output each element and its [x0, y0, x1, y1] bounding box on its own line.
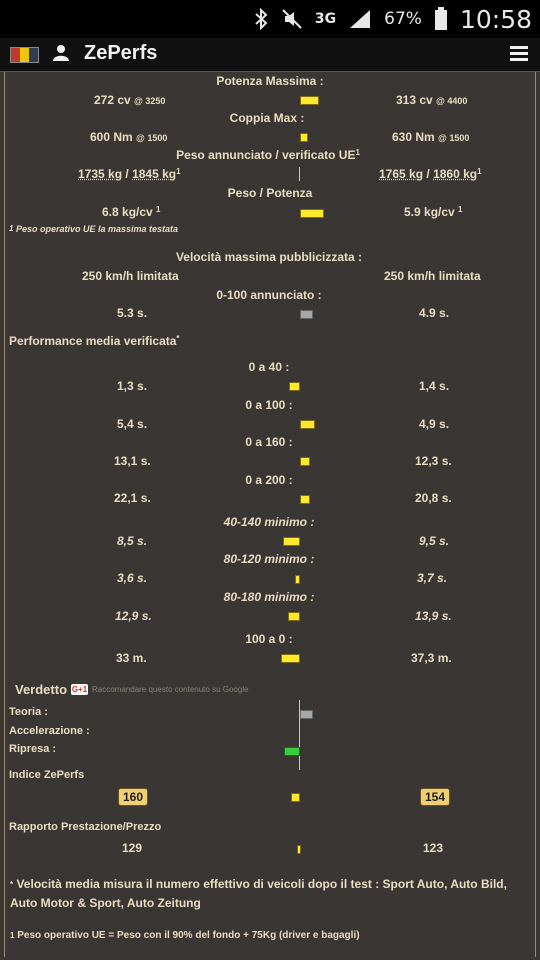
value-right: 123 [423, 841, 444, 855]
accel-claimed-bar [300, 310, 313, 319]
accel-claimed-right: 4.9 s. [419, 306, 450, 320]
perf-row-left: 1,3 s. [117, 379, 148, 393]
menu-icon[interactable] [510, 46, 528, 62]
weight-note: 1 Peso operativo UE la massima testata [9, 224, 179, 234]
perf-row-label: 0 a 40 : [248, 360, 290, 374]
ratio-label: Peso / Potenza [227, 186, 313, 200]
battery-icon [434, 7, 447, 30]
perf-row-left: 33 m. [116, 651, 147, 665]
index-left-badge: 160 [118, 788, 149, 806]
perf-row-right: 20,8 s. [415, 491, 452, 505]
power-right: 313 cv @ 4400 [396, 93, 468, 107]
accel-claimed-left: 5.3 s. [117, 306, 148, 320]
index-right-badge: 154 [420, 788, 451, 806]
perf-row-left: 12,9 s. [115, 609, 152, 623]
weight-label: Peso annunciato / verificato UE1 [176, 148, 360, 162]
user-icon[interactable] [52, 44, 70, 62]
vmax-label: Velocità massima pubblicizzata : [175, 250, 363, 264]
language-flags-icon[interactable] [10, 47, 39, 63]
ratio-bar [300, 209, 324, 218]
perf-row-label: 0 a 100 : [245, 398, 293, 412]
ratio-left: 6.8 kg/cv 1 [102, 205, 161, 219]
footnote-one: 1 Peso operativo UE = Peso con il 90% de… [10, 930, 360, 941]
power-left: 272 cv @ 3250 [94, 93, 166, 107]
verdict-acceleration-label: Accelerazione : [9, 725, 90, 737]
value-title: Rapporto Prestazione/Prezzo [9, 821, 162, 833]
perf-row-bar [300, 457, 310, 466]
perf-row-right: 1,4 s. [419, 379, 450, 393]
perf-row-right: 4,9 s. [419, 417, 450, 431]
battery-percent: 67% [384, 9, 422, 29]
bluetooth-icon [255, 8, 268, 30]
perf-row-left: 8,5 s. [117, 534, 148, 548]
perf-row-label: 80-180 minimo : [223, 590, 315, 604]
content-frame [4, 72, 536, 957]
perf-row-bar [289, 382, 300, 391]
power-bar [300, 96, 319, 105]
perf-row-bar [295, 575, 300, 584]
perf-row-bar [281, 654, 300, 663]
perf-row-bar [283, 537, 300, 546]
verdict-title: Verdetto [15, 682, 68, 697]
vmax-right: 250 km/h limitata [384, 269, 481, 283]
google-plus-button[interactable]: G+1 [71, 684, 88, 695]
google-plus-hint: Raccomandare questo contenuto su Google [92, 685, 249, 694]
torque-label: Coppia Max : [229, 111, 305, 125]
verdict-pickup-label: Ripresa : [9, 743, 57, 755]
perf-row-label: 40-140 minimo : [223, 515, 315, 529]
perf-row-left: 22,1 s. [114, 491, 151, 505]
network-type: 3G [314, 11, 337, 27]
ratio-right: 5.9 kg/cv 1 [404, 205, 463, 219]
weight-left: 1735 kg / 1845 kg1 [78, 167, 181, 181]
verdict-pickup-bar [284, 747, 300, 756]
perf-row-bar [300, 495, 310, 504]
perf-row-bar [288, 612, 300, 621]
center-axis [299, 700, 300, 770]
mute-icon [282, 9, 302, 29]
perf-row-label: 100 a 0 : [245, 632, 293, 646]
verdict-theory-label: Teoria : [9, 706, 48, 718]
torque-bar [300, 133, 308, 142]
accel-claimed-label: 0-100 annunciato : [216, 288, 322, 302]
perf-row-label: 0 a 160 : [245, 435, 293, 449]
perf-row-left: 13,1 s. [114, 454, 151, 468]
power-label: Potenza Massima : [216, 74, 324, 88]
perf-row-label: 0 a 200 : [245, 473, 293, 487]
perf-row-right: 13,9 s. [415, 609, 452, 623]
footnote-star: * Velocità media misura il numero effett… [10, 877, 507, 910]
vmax-left: 250 km/h limitata [82, 269, 179, 283]
comparison-content: Potenza Massima : 272 cv @ 3250 313 cv @… [0, 72, 540, 960]
index-title: Indice ZePerfs [9, 769, 85, 781]
torque-right: 630 Nm @ 1500 [392, 130, 470, 144]
verdict-theory-bar [300, 710, 313, 719]
torque-left: 600 Nm @ 1500 [90, 130, 168, 144]
app-title: ZePerfs [84, 42, 158, 64]
clock: 10:58 [459, 4, 532, 34]
performance-title: Performance media verificata* [9, 334, 180, 348]
perf-row-left: 5,4 s. [117, 417, 148, 431]
signal-icon [350, 10, 371, 28]
perf-row-label: 80-120 minimo : [223, 552, 315, 566]
perf-row-left: 3,6 s. [117, 571, 148, 585]
perf-row-right: 3,7 s. [417, 571, 448, 585]
value-left: 129 [122, 841, 143, 855]
weight-right: 1765 kg / 1860 kg1 [379, 167, 482, 181]
perf-row-right: 37,3 m. [411, 651, 452, 665]
perf-row-right: 9,5 s. [419, 534, 450, 548]
status-bar: 3G 67% 10:58 [0, 0, 540, 38]
perf-row-bar [300, 420, 315, 429]
app-bar: ZePerfs [0, 38, 540, 72]
perf-row-right: 12,3 s. [415, 454, 452, 468]
index-bar [291, 793, 300, 802]
value-bar [297, 845, 301, 854]
weight-axis [299, 167, 300, 181]
